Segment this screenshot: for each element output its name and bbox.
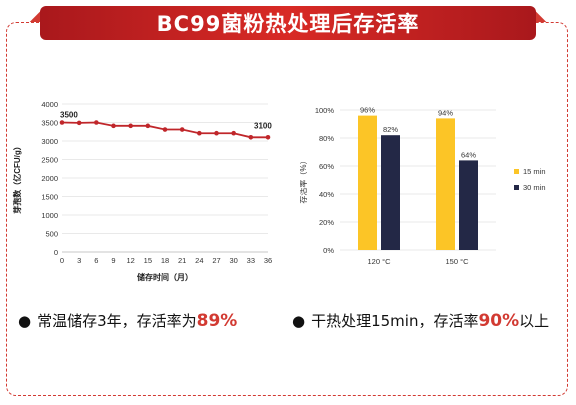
y-axis-label: 存活率（%） [300, 156, 308, 203]
x-tick-label: 33 [247, 256, 255, 265]
data-point [231, 130, 236, 136]
bullet-icon: ● [18, 312, 32, 330]
x-tick-label: 12 [126, 256, 134, 265]
bar-value-label: 82% [383, 125, 398, 134]
bar [459, 160, 478, 250]
x-tick-label: 6 [94, 256, 98, 265]
y-tick-label: 3500 [41, 119, 58, 128]
bottom-note-left: ● 常温储存3年，存活率为 89% [18, 310, 237, 331]
bar [436, 118, 455, 251]
note-text: 常温储存3年，存活率为 [37, 312, 197, 330]
x-tick-label: 21 [178, 256, 186, 265]
data-point [111, 123, 116, 129]
y-tick-label: 0 [54, 248, 58, 257]
note-highlight: 89% [196, 311, 238, 331]
x-tick-label: 9 [111, 256, 115, 265]
y-tick-label: 40% [319, 190, 334, 199]
x-tick-label: 27 [212, 256, 220, 265]
note-highlight: 90% [478, 311, 520, 331]
x-tick-label: 30 [229, 256, 237, 265]
legend-swatch [514, 169, 519, 174]
legend-label: 30 min [523, 183, 546, 192]
heat-treatment-bar-chart: 0% 20% 40% 60% 80% 100% 96% 82% 94% 64% 120 °C 15… [300, 106, 546, 266]
bar [381, 135, 400, 250]
y-tick-label: 1000 [41, 211, 58, 220]
category-label: 120 °C [367, 257, 391, 266]
bottom-note-right: ● 干热处理15min，存活率 90% 以上 [292, 310, 549, 331]
note-suffix: 以上 [519, 312, 550, 330]
x-axis-label: 储存时间（月） [136, 272, 193, 282]
legend-swatch [514, 185, 519, 190]
data-point [265, 135, 271, 140]
y-tick-label: 100% [315, 106, 335, 115]
y-tick-label: 2000 [41, 174, 58, 183]
x-tick-label: 3 [77, 256, 81, 265]
data-point [76, 120, 82, 126]
data-point [179, 127, 185, 132]
y-tick-label: 3000 [41, 137, 58, 146]
bullet-icon: ● [292, 312, 306, 330]
y-tick-label: 500 [45, 230, 58, 239]
page-title: BC99菌粉热处理后存活率 [40, 6, 536, 40]
note-text: 干热处理15min，存活率 [311, 312, 479, 330]
bar-value-label: 96% [360, 106, 375, 115]
x-tick-label: 15 [144, 256, 152, 265]
y-tick-label: 60% [319, 162, 334, 171]
x-tick-label: 24 [195, 256, 203, 265]
data-point [214, 130, 219, 136]
x-tick-label: 36 [264, 256, 272, 265]
data-label-end: 3100 [254, 121, 272, 130]
legend-label: 15 min [523, 167, 546, 176]
bar [358, 115, 377, 250]
y-axis-label: 芽孢数（亿CFU/g） [12, 142, 22, 214]
data-point [145, 123, 151, 129]
data-point [59, 120, 65, 125]
data-point [128, 123, 133, 129]
data-label-start: 3500 [60, 111, 78, 120]
data-point [94, 120, 99, 125]
category-label: 150 °C [445, 257, 469, 266]
data-point [197, 130, 202, 136]
y-tick-label: 0% [323, 246, 334, 255]
data-point [248, 135, 254, 140]
y-tick-label: 2500 [41, 156, 58, 165]
x-tick-label: 0 [60, 256, 64, 265]
data-point [162, 127, 168, 132]
y-tick-label: 4000 [41, 100, 58, 109]
y-tick-label: 1500 [41, 193, 58, 202]
bar-value-label: 64% [461, 150, 476, 159]
y-tick-label: 20% [319, 218, 334, 227]
bar-value-label: 94% [438, 108, 453, 117]
x-tick-label: 18 [161, 256, 169, 265]
y-tick-label: 80% [319, 134, 334, 143]
